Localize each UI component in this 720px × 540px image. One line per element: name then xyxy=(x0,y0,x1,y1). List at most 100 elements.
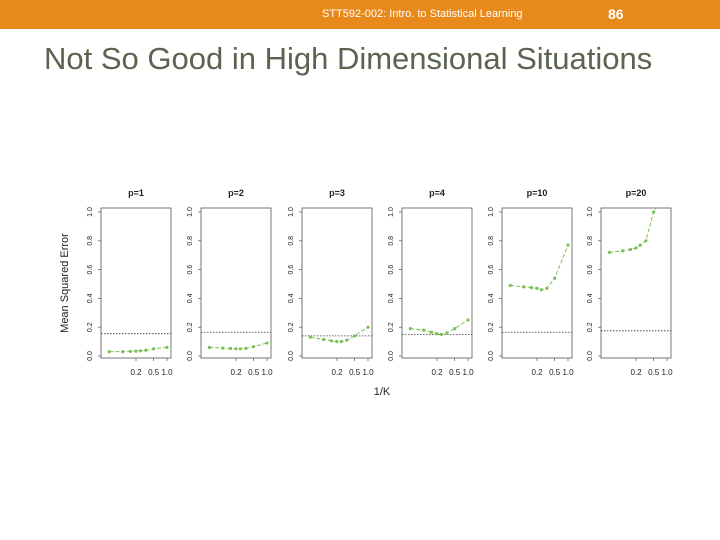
x-tick-label: 0.5 xyxy=(549,368,561,377)
data-point xyxy=(607,250,611,254)
data-point xyxy=(634,246,638,250)
x-tick-label: 0.5 xyxy=(148,368,160,377)
x-tick-label: 0.5 xyxy=(349,368,361,377)
x-tick-label: 1.0 xyxy=(161,368,173,377)
series-line xyxy=(209,342,268,350)
data-point xyxy=(138,349,142,353)
y-tick-label: 0.0 xyxy=(488,351,495,361)
data-point xyxy=(353,334,357,338)
data-point xyxy=(429,330,434,334)
y-tick-label: 0.6 xyxy=(388,265,395,275)
data-point xyxy=(539,288,543,292)
y-tick-label: 0.2 xyxy=(187,322,194,332)
x-tick-label: 0.2 xyxy=(230,368,242,377)
data-point xyxy=(566,243,570,247)
panel-title: p=3 xyxy=(329,188,345,198)
data-point xyxy=(134,349,138,353)
x-tick-label: 1.0 xyxy=(562,368,574,377)
data-point xyxy=(144,348,148,352)
y-tick-label: 0.6 xyxy=(87,265,94,275)
y-tick-label: 0.6 xyxy=(587,265,594,275)
slide-title: Not So Good in High Dimensional Situatio… xyxy=(44,41,653,76)
data-point xyxy=(234,347,238,351)
data-point xyxy=(308,335,312,339)
x-tick-label: 0.2 xyxy=(431,368,443,377)
data-point xyxy=(435,332,439,336)
y-axis-label: Mean Squared Error xyxy=(59,233,71,333)
page-number-box: 86 xyxy=(604,0,720,29)
x-tick-label: 0.2 xyxy=(331,368,343,377)
y-tick-label: 0.0 xyxy=(187,351,194,361)
y-tick-label: 0.8 xyxy=(288,236,295,246)
y-tick-label: 0.8 xyxy=(587,236,594,246)
data-point xyxy=(408,327,412,331)
page-number: 86 xyxy=(608,6,624,22)
data-point xyxy=(345,338,349,342)
y-tick-label: 0.4 xyxy=(388,293,395,303)
data-point xyxy=(508,283,512,288)
data-point xyxy=(453,327,457,331)
x-tick-label: 0.2 xyxy=(630,368,642,377)
y-tick-label: 0.8 xyxy=(388,236,395,246)
series-line xyxy=(109,346,168,353)
panel-frame xyxy=(501,207,573,359)
data-point xyxy=(422,328,426,332)
data-point xyxy=(107,350,111,354)
y-tick-label: 1.0 xyxy=(288,207,295,217)
x-tick-label: 1.0 xyxy=(261,368,273,377)
data-point xyxy=(329,339,334,343)
x-tick-label: 1.0 xyxy=(462,368,474,377)
course-title: STT592-002: Intro. to Statistical Learni… xyxy=(322,8,523,20)
y-tick-label: 0.8 xyxy=(488,236,495,246)
data-point xyxy=(644,239,648,243)
y-tick-label: 0.6 xyxy=(187,265,194,275)
x-axis-label: 1/K xyxy=(374,386,391,398)
y-tick-label: 0.4 xyxy=(587,293,594,303)
data-point xyxy=(128,349,133,353)
data-point xyxy=(339,340,343,344)
y-tick-label: 0.0 xyxy=(288,351,295,361)
series-line xyxy=(510,244,569,291)
panel-title: p=10 xyxy=(527,188,548,198)
data-point xyxy=(152,347,156,351)
panel-frame xyxy=(100,207,172,359)
y-tick-label: 0.2 xyxy=(288,322,295,332)
y-tick-label: 0.4 xyxy=(87,293,94,303)
data-point xyxy=(252,345,256,349)
y-tick-label: 0.0 xyxy=(87,351,94,361)
data-point xyxy=(238,347,242,351)
panel-title: p=2 xyxy=(228,188,244,198)
x-tick-label: 1.0 xyxy=(362,368,374,377)
x-tick-label: 0.2 xyxy=(130,368,142,377)
header-bar: STT592-002: Intro. to Statistical Learni… xyxy=(0,0,720,29)
data-point xyxy=(466,318,470,322)
y-tick-label: 0.8 xyxy=(187,236,194,246)
y-tick-label: 0.2 xyxy=(587,322,594,332)
y-tick-label: 0.2 xyxy=(488,322,495,332)
y-tick-label: 1.0 xyxy=(488,207,495,217)
data-point xyxy=(445,331,449,335)
data-point xyxy=(228,346,233,351)
series-line xyxy=(410,319,469,335)
panel-title: p=20 xyxy=(626,188,647,198)
data-point xyxy=(366,325,370,329)
data-point xyxy=(244,346,248,350)
panel-frame xyxy=(200,207,272,359)
data-point xyxy=(529,286,534,290)
data-point xyxy=(221,346,225,350)
x-tick-label: 0.5 xyxy=(648,368,660,377)
data-point xyxy=(165,345,169,349)
x-tick-label: 0.5 xyxy=(449,368,461,377)
data-point xyxy=(207,345,211,349)
panel-frame xyxy=(600,207,672,359)
y-tick-label: 1.0 xyxy=(87,207,94,217)
data-point xyxy=(545,286,549,290)
x-tick-label: 0.2 xyxy=(531,368,543,377)
y-tick-label: 0.0 xyxy=(388,351,395,361)
data-point xyxy=(628,247,633,252)
data-point xyxy=(665,189,668,192)
panel-title: p=1 xyxy=(128,188,144,198)
x-tick-label: 1.0 xyxy=(661,368,673,377)
data-point xyxy=(439,332,443,336)
y-tick-label: 1.0 xyxy=(587,207,594,217)
